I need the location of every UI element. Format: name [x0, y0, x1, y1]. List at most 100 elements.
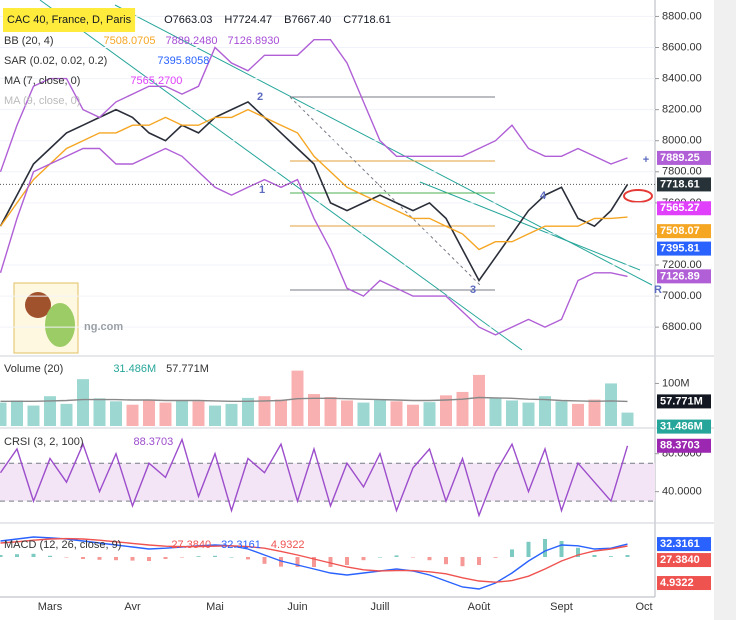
legend-text: 7395.8058: [157, 55, 209, 67]
histogram-bar: [15, 554, 19, 557]
histogram-bar: [345, 557, 349, 565]
histogram-bar: [625, 555, 630, 557]
series-line: [0, 537, 628, 583]
volume-bar: [572, 403, 584, 426]
price-badge-label: 88.3703: [660, 440, 700, 452]
price-badge: [657, 150, 711, 165]
histogram-bar: [361, 557, 366, 561]
price-badge-label: 31.486M: [660, 420, 703, 432]
volume-bar: [110, 401, 122, 426]
histogram-bar: [147, 557, 151, 561]
volume-bar: [308, 394, 320, 426]
histogram-bar: [460, 557, 465, 567]
volume-bar: [555, 401, 568, 426]
wave-label: 2: [257, 91, 263, 103]
wave-label: 4: [540, 190, 547, 202]
volume-bar: [522, 402, 535, 426]
volume-bar: [440, 395, 452, 426]
highlight-ellipse: [623, 189, 653, 203]
price-badge: [657, 553, 711, 568]
histogram-bar: [130, 557, 135, 561]
price-badge-label: 57.771M: [660, 395, 703, 407]
ohlc-value: H7724.47: [224, 14, 272, 26]
price-badge: [657, 224, 711, 239]
histogram-bar: [97, 557, 102, 560]
volume-bar: [588, 399, 601, 426]
x-tick-label: Mars: [38, 601, 63, 613]
legend-text: 27.3840: [171, 539, 211, 551]
y-tick-label: 8800.00: [662, 10, 702, 22]
ohlc-value: O7663.03: [164, 14, 212, 26]
volume-bar: [242, 397, 254, 426]
volume-bar: [357, 402, 370, 426]
series-line: [0, 536, 628, 590]
volume-bar: [390, 401, 403, 426]
volume-bar: [423, 402, 436, 426]
series-line: [0, 39, 628, 173]
volume-bar: [489, 398, 502, 426]
price-badge-label: 32.3161: [660, 538, 700, 550]
legend-text: CRSI (3, 2, 100): [4, 436, 83, 448]
x-tick-label: Août: [468, 601, 491, 613]
x-tick-label: Mai: [206, 601, 224, 613]
chart-title: CAC 40, France, D, Paris: [7, 14, 132, 26]
histogram-bar: [394, 555, 399, 557]
histogram-bar: [427, 557, 432, 561]
histogram-bar: [163, 557, 168, 559]
volume-bar: [324, 397, 337, 426]
price-badge: [657, 438, 711, 453]
volume-bar: [456, 391, 469, 426]
price-badge-label: 7889.25: [660, 152, 700, 164]
histogram-bar: [114, 557, 118, 561]
legend-text: 4.9322: [271, 539, 305, 551]
trendline: [419, 181, 641, 271]
price-badge: [657, 201, 711, 216]
volume-bar: [60, 403, 73, 426]
legend-text: SAR (0.02, 0.02, 0.2): [4, 55, 107, 67]
watermark: ng.com: [84, 321, 123, 333]
series-line: [0, 108, 628, 251]
volume-bar: [77, 379, 89, 426]
histogram-bar: [246, 557, 250, 560]
histogram-bar: [328, 557, 333, 567]
histogram-bar: [262, 557, 267, 564]
volume-bar: [605, 383, 617, 426]
series-line: [0, 100, 629, 283]
histogram-bar: [295, 557, 300, 567]
volume-bar: [258, 396, 271, 426]
histogram-bar: [559, 541, 564, 557]
histogram-bar: [609, 556, 613, 557]
ohlc-value: C7718.61: [343, 14, 391, 26]
volume-bar: [176, 400, 188, 426]
price-badge: [657, 269, 711, 284]
price-badge: [657, 576, 711, 591]
price-badge-label: 4.9322: [660, 577, 694, 589]
volume-bar: [143, 399, 155, 426]
histogram-bar: [543, 539, 547, 557]
volume-bar: [473, 374, 485, 426]
logo-pear: [45, 303, 75, 347]
legend-text: MA (9, close, 0): [4, 95, 80, 107]
title-highlight: [3, 8, 136, 32]
legend-text: 31.486M: [113, 363, 156, 375]
legend-text: 7508.0705: [104, 35, 156, 47]
price-badge: [657, 177, 711, 192]
price-badge: [657, 419, 711, 434]
y-tick-label: 8600.00: [662, 41, 702, 53]
histogram-bar: [229, 557, 234, 558]
volume-bar: [27, 405, 40, 426]
histogram-bar: [477, 557, 481, 565]
volume-bar: [506, 400, 518, 426]
x-tick-label: Sept: [550, 601, 573, 613]
histogram-bar: [526, 541, 531, 557]
series-line: [0, 437, 629, 518]
x-tick-label: Avr: [124, 601, 141, 613]
legend-text: Volume (20): [4, 363, 63, 375]
volume-bar: [341, 400, 353, 426]
ohlc-value: B7667.40: [284, 14, 331, 26]
wave-label: +: [643, 154, 649, 166]
histogram-bar: [592, 555, 597, 557]
y-tick-label: 7200.00: [662, 259, 702, 271]
drawings: [13, 0, 653, 354]
